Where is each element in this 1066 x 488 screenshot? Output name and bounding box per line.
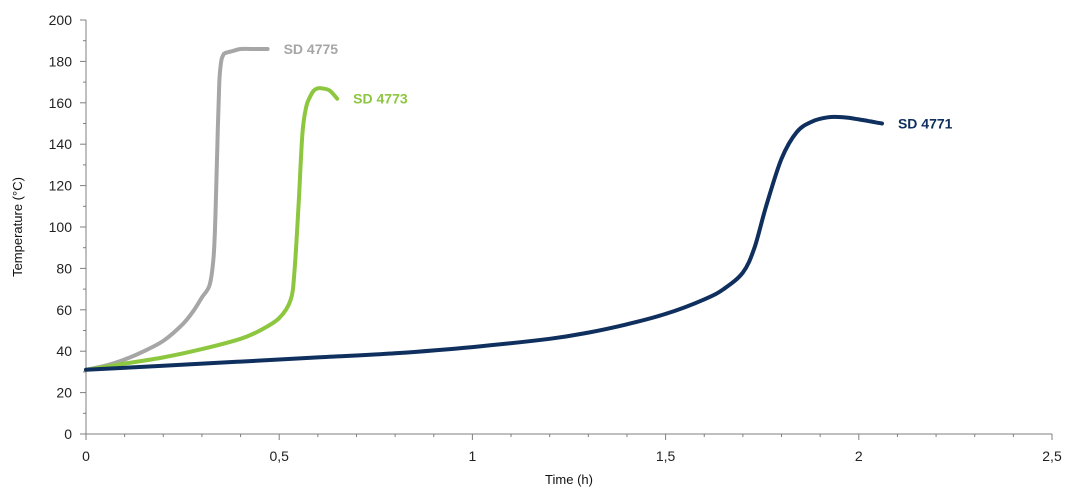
series-label: SD 4775 — [284, 41, 339, 57]
series-labels: SD 4775 SD 4773 SD 4771 — [284, 41, 953, 132]
x-tick-label: 0,5 — [269, 448, 289, 464]
y-tick-label: 60 — [56, 302, 72, 318]
series-label: SD 4771 — [898, 116, 953, 132]
y-tick-label: 20 — [56, 385, 72, 401]
y-tick-label: 40 — [56, 343, 72, 359]
series-line-sd-4775 — [84, 46, 270, 372]
series-lines — [84, 46, 884, 372]
y-tick-label: 80 — [56, 260, 72, 276]
x-tick-label: 1 — [469, 448, 477, 464]
y-tick-label: 100 — [49, 219, 73, 235]
y-tick-label: 120 — [49, 178, 73, 194]
y-axis-title: Temperature (°C) — [10, 177, 25, 277]
y-tick-label: 0 — [64, 426, 72, 442]
series-line-sd-4771 — [84, 114, 884, 372]
x-tick-label: 2 — [855, 448, 863, 464]
axes: 0 20 40 60 80 100 120 140 160 180 200 0 0,5 1 1,5 2 2,5 — [49, 12, 1062, 464]
series-label: SD 4773 — [353, 91, 408, 107]
x-tick-label: 1,5 — [656, 448, 676, 464]
y-tick-label: 160 — [49, 95, 73, 111]
series-line-sd-4773 — [84, 86, 340, 372]
y-tick-label: 180 — [49, 53, 73, 69]
x-axis-title: Time (h) — [545, 472, 593, 487]
x-tick-label: 2,5 — [1042, 448, 1062, 464]
y-tick-label: 140 — [49, 136, 73, 152]
x-tick-label: 0 — [82, 448, 90, 464]
y-tick-label: 200 — [49, 12, 73, 28]
